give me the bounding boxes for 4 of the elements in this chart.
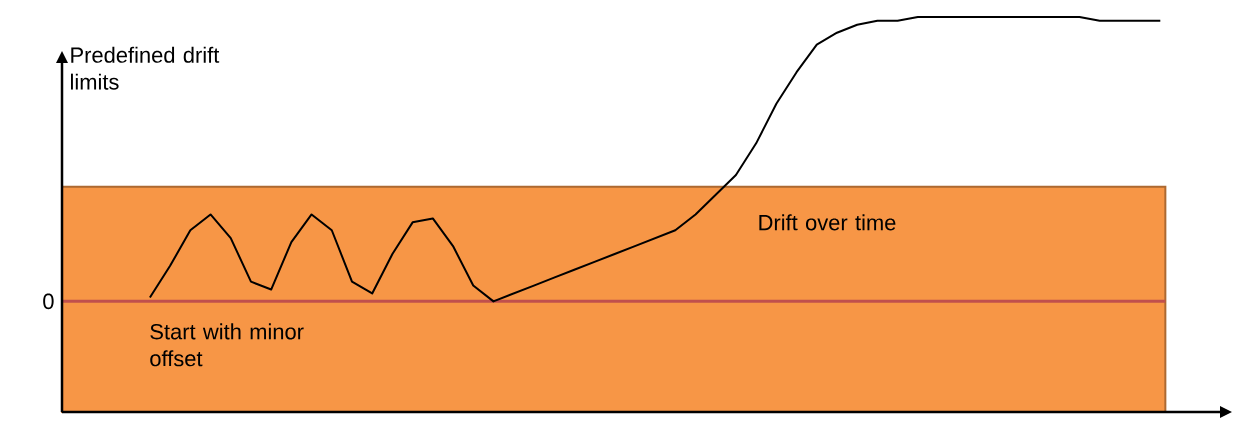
annotation: Start with minor offset — [150, 323, 304, 367]
ref-line-label: 0 — [43, 293, 54, 310]
y-axis-title: Predefined drift limits — [70, 46, 220, 90]
annotation: Drift over time — [759, 214, 896, 231]
